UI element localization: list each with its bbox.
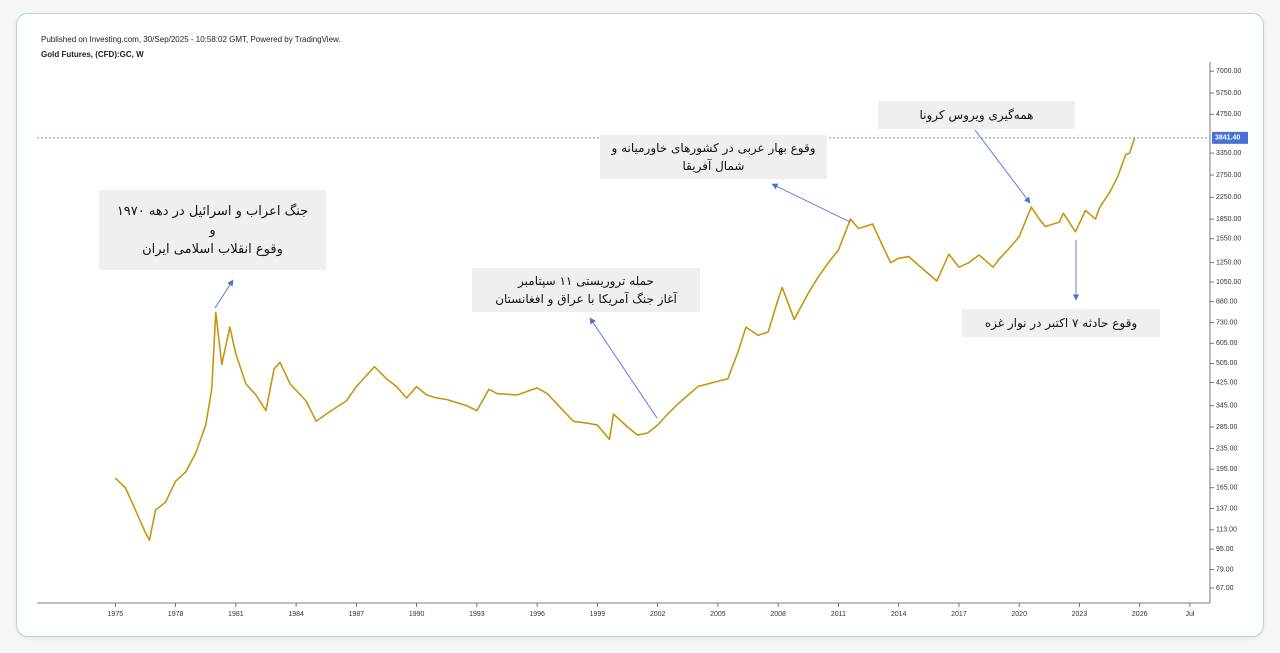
- annotation: وقوع بهار عربی در کشورهای خاورمیانه و شم…: [600, 135, 827, 179]
- x-tick-label: 1987: [349, 611, 365, 618]
- x-tick-label: 2020: [1011, 611, 1027, 618]
- y-tick-label: 880.00: [1216, 299, 1238, 306]
- price-series: [114, 137, 1136, 541]
- y-tick-label: 4750.00: [1216, 111, 1241, 118]
- annotation: جنگ اعراب و اسرائیل در دهه ۱۹۷۰ و وقوع ا…: [99, 190, 326, 270]
- y-tick-label: 5750.00: [1216, 90, 1241, 97]
- x-tick-label: Jul: [1185, 611, 1194, 618]
- y-tick-label: 1850.00: [1216, 216, 1241, 223]
- x-tick-label: 2005: [710, 611, 726, 618]
- arrow: [214, 279, 234, 309]
- price-label: 3841.40: [1215, 135, 1240, 142]
- annotation-line: وقوع انقلاب اسلامی ایران: [142, 241, 283, 257]
- chart-title: Gold Futures, (CFD):GC, W: [41, 50, 144, 59]
- annotation-line: و: [209, 222, 216, 238]
- x-tick-label: 2008: [770, 611, 786, 618]
- x-tick-label: 1981: [228, 611, 244, 618]
- y-tick-label: 165.00: [1216, 485, 1238, 492]
- annotation: حمله تروریستی ۱۱ سپتامبر آغاز جنگ آمریکا…: [472, 268, 700, 312]
- x-tick-label: 2017: [951, 611, 967, 618]
- x-tick-label: 2023: [1072, 611, 1088, 618]
- annotation-arrows: [214, 129, 1080, 419]
- y-tick-label: 1550.00: [1216, 236, 1241, 243]
- annotation-line: جنگ اعراب و اسرائیل در دهه ۱۹۷۰: [116, 203, 309, 219]
- subtitle: Published on Investing.com, 30/Sep/2025 …: [41, 35, 341, 44]
- annotation-line: حمله تروریستی ۱۱ سپتامبر: [518, 274, 654, 288]
- y-tick-label: 95.00: [1216, 546, 1234, 553]
- y-tick-label: 1250.00: [1216, 259, 1241, 266]
- x-tick-label: 1996: [529, 611, 545, 618]
- y-tick-label: 505.00: [1216, 360, 1238, 367]
- y-tick-label: 2750.00: [1216, 172, 1241, 179]
- x-tick-label: 2002: [650, 611, 666, 618]
- y-tick-label: 137.00: [1216, 505, 1238, 512]
- y-tick-label: 195.00: [1216, 466, 1238, 473]
- x-tick-label: 1978: [168, 611, 184, 618]
- annotation-line: شمال آفریقا: [682, 159, 745, 173]
- annotation-line: آغاز جنگ آمریکا با عراق و افغانستان: [495, 292, 677, 306]
- y-tick-label: 79.00: [1216, 566, 1234, 573]
- x-tick-label: 1984: [288, 611, 304, 618]
- y-tick-label: 67.00: [1216, 585, 1234, 592]
- arrow: [771, 183, 851, 223]
- y-tick-label: 730.00: [1216, 319, 1238, 326]
- y-tick-label: 113.00: [1216, 527, 1237, 534]
- annotation: وقوع حادثه ۷ اکتبر در نوار غزه: [962, 309, 1160, 337]
- x-tick-label: 1990: [409, 611, 425, 618]
- y-tick-label: 285.00: [1216, 424, 1238, 431]
- x-tick-label: 2014: [891, 611, 907, 618]
- annotation-line: همه‌گیری ویروس کرونا: [919, 108, 1034, 122]
- y-tick-label: 3350.00: [1216, 150, 1241, 157]
- annotation: همه‌گیری ویروس کرونا: [878, 101, 1075, 129]
- y-tick-label: 2250.00: [1216, 194, 1241, 201]
- x-tick-label: 1999: [590, 611, 606, 618]
- y-tick-label: 345.00: [1216, 403, 1238, 410]
- y-tick-label: 605.00: [1216, 340, 1238, 347]
- x-tick-label: 2011: [831, 611, 846, 618]
- price-label-bg: [1212, 131, 1248, 144]
- x-tick-label: 1975: [108, 611, 124, 618]
- annotation-line: وقوع حادثه ۷ اکتبر در نوار غزه: [984, 316, 1138, 330]
- y-tick-label: 1050.00: [1216, 279, 1241, 286]
- arrow: [974, 129, 1031, 204]
- y-tick-label: 425.00: [1216, 379, 1238, 386]
- arrow: [589, 317, 658, 419]
- y-tick-label: 7000.00: [1216, 68, 1241, 75]
- x-tick-label: 2026: [1132, 611, 1148, 618]
- annotation-line: وقوع بهار عربی در کشورهای خاورمیانه و: [611, 141, 816, 155]
- y-tick-label: 235.00: [1216, 445, 1238, 452]
- x-tick-label: 1993: [469, 611, 485, 618]
